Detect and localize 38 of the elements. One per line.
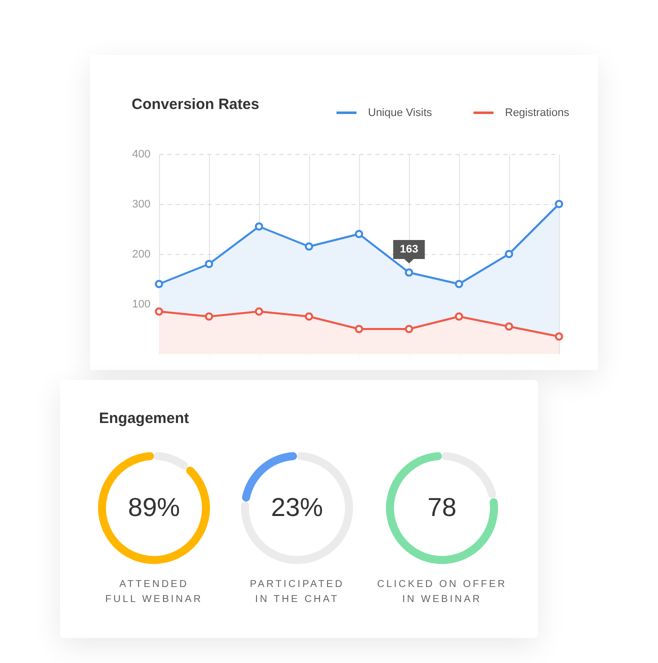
point: [254, 307, 264, 316]
donut-slice: [154, 452, 188, 470]
point: [254, 222, 264, 231]
legend-label: Registrations: [505, 106, 570, 119]
donut-slice: [98, 452, 210, 564]
text: 78: [428, 492, 456, 522]
point: [304, 242, 314, 251]
y-tick-label: 100: [132, 298, 150, 310]
y-tick-label: 400: [132, 148, 150, 160]
point: [154, 307, 164, 316]
data-label: 163: [400, 244, 418, 256]
text: ATTENDED FULL WEBINAR: [105, 579, 203, 605]
text: 89%: [128, 492, 180, 522]
legend-label: Unique Visits: [368, 106, 432, 119]
point: [454, 280, 464, 288]
point: [504, 322, 514, 331]
point: [304, 312, 314, 321]
donut-slice: [386, 452, 498, 564]
point: [154, 280, 164, 288]
donut-slice: [241, 452, 353, 564]
y-tick-label: 200: [132, 248, 150, 260]
point: [404, 324, 414, 334]
point: [354, 324, 364, 334]
text: Engagement: [99, 410, 190, 427]
point: [554, 332, 564, 341]
point: [454, 312, 464, 321]
text: PARTICIPATED IN THE CHAT: [250, 579, 344, 605]
point: [354, 230, 364, 238]
donut-slice: [442, 452, 496, 498]
y-tick-label: 300: [132, 198, 150, 210]
chart-title: Conversion Rates: [132, 96, 260, 113]
point: [204, 312, 214, 321]
point: [504, 250, 514, 258]
text: CLICKED ON OFFER IN WEBINAR: [377, 579, 507, 605]
text: 23%: [270, 492, 324, 522]
point: [204, 260, 214, 268]
point: [554, 200, 564, 208]
point: [404, 268, 414, 277]
